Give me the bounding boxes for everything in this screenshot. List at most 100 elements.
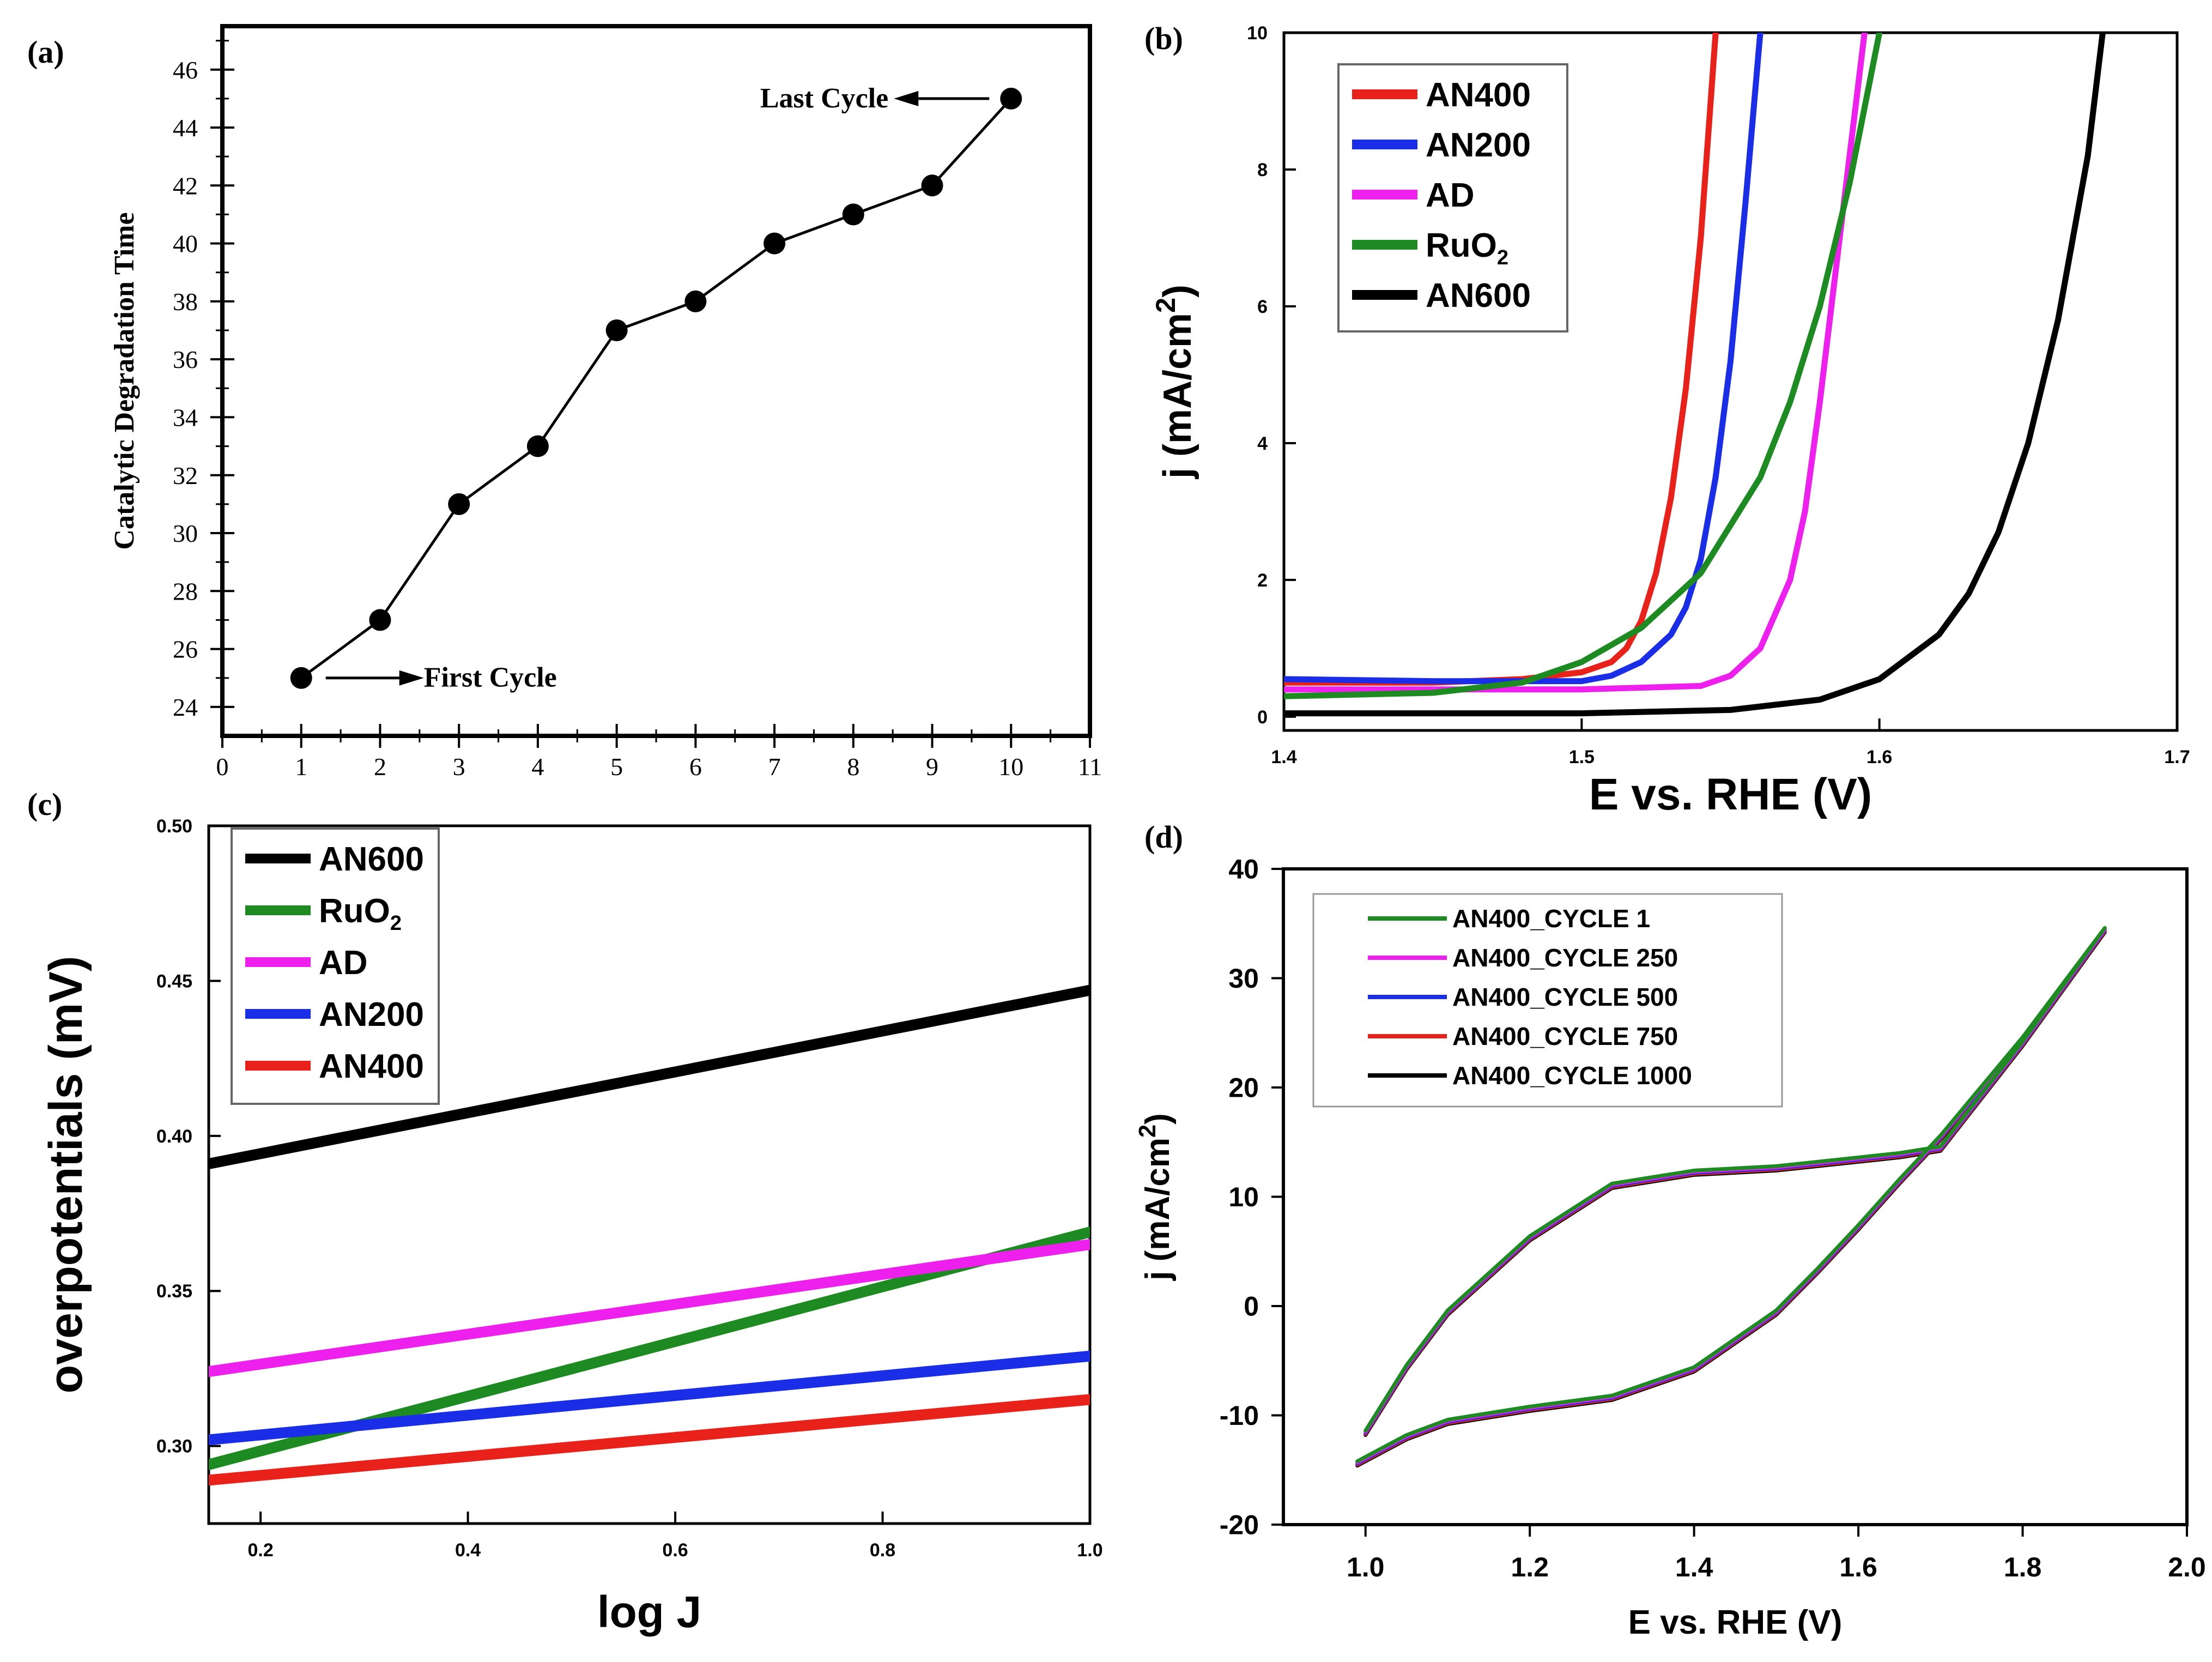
last-cycle-annotation: Last Cycle [760, 83, 888, 114]
first-cycle-arrow-head [399, 670, 424, 686]
data-point [1000, 87, 1022, 110]
y-tick-label: 40 [1228, 854, 1259, 885]
y-tick-label: 30 [1228, 963, 1259, 994]
legend-label-AN200: AN200 [1426, 126, 1531, 164]
y-tick-label: 0 [1244, 1291, 1259, 1322]
data-point [605, 319, 628, 341]
y-tick-label: 46 [173, 56, 198, 84]
x-tick-label: 4 [531, 753, 544, 781]
y-tick-label: 36 [173, 346, 198, 373]
y-tick-label: 4 [1257, 433, 1268, 454]
x-tick-label: 1 [295, 753, 307, 781]
series-line-AD [1284, 33, 1868, 693]
last-cycle-arrow-head [894, 90, 919, 106]
y-tick-label: 40 [173, 230, 198, 258]
y-tick-label: 30 [173, 519, 198, 547]
legend-label-AN600: AN600 [319, 841, 424, 878]
legend-label-AD: AD [1426, 177, 1475, 214]
y-tick-label: 24 [173, 693, 198, 721]
legend-label-1: AN400_CYCLE 250 [1452, 944, 1678, 972]
series-line-AD [209, 1239, 1090, 1377]
x-tick-label: 0.6 [662, 1540, 688, 1561]
x-tick-label: 7 [768, 753, 781, 781]
x-tick-label: 0.4 [455, 1540, 481, 1561]
legend-label-0: AN400_CYCLE 1 [1452, 904, 1650, 933]
x-tick-label: 3 [453, 753, 465, 781]
series-line-AN200 [209, 1350, 1090, 1446]
x-tick-label: 2.0 [2168, 1552, 2206, 1582]
series-line-AN400 [209, 1394, 1090, 1486]
y-tick-label: 0.35 [156, 1281, 192, 1302]
x-tick-label: 1.5 [1569, 747, 1595, 767]
y-tick-label: 0.30 [156, 1436, 192, 1457]
data-point [842, 203, 864, 226]
data-point [684, 290, 707, 312]
y-axis-label: j (mA/cm2) [1150, 285, 1199, 480]
x-axis-label: E vs. RHE (V) [1628, 1604, 1843, 1641]
x-tick-label: 0 [216, 753, 229, 781]
series-line-AN200 [1284, 33, 1763, 685]
y-tick-label: 8 [1257, 160, 1268, 180]
panel-label: (a) [27, 34, 64, 70]
y-tick-label: 20 [1228, 1073, 1259, 1103]
plot-frame [1282, 31, 2179, 732]
y-tick-label: 32 [173, 462, 198, 489]
data-point [921, 174, 943, 197]
y-tick-label: 2 [1257, 570, 1268, 591]
y-tick-label: 34 [173, 404, 198, 432]
panel-b: 1.4 1.5 1.6 1.7 0 2 4 6 8 10 (b) j (mA/cm2) E vs. RH… [1144, 21, 2190, 819]
x-tick-label: 1.7 [2164, 747, 2190, 767]
series-line-AN400_CYCLE 1 [1355, 926, 2107, 1464]
y-tick-label: 0.40 [156, 1126, 192, 1147]
x-tick-label: 9 [926, 753, 938, 781]
x-tick-label: 1.6 [1866, 747, 1892, 767]
x-tick-label: 1.0 [1347, 1552, 1385, 1582]
legend-label-AN600: AN600 [1426, 277, 1531, 315]
x-tick-label: 11 [1078, 753, 1102, 781]
x-tick-label: 1.4 [1675, 1552, 1713, 1582]
x-tick-label: 6 [689, 753, 702, 781]
data-point [526, 435, 549, 457]
panel-a: 0 1 2 3 4 5 6 7 8 9 10 11242628303234363840424446(a… [27, 24, 1102, 781]
y-tick-label: 28 [173, 577, 198, 605]
x-tick-label: 0.2 [247, 1540, 273, 1561]
x-tick-label: 1.6 [1839, 1552, 1877, 1582]
y-tick-label: 6 [1257, 297, 1268, 317]
series-line-AN600 [209, 984, 1090, 1170]
data-point [448, 493, 470, 515]
legend-label-4: AN400_CYCLE 1000 [1452, 1061, 1692, 1090]
y-tick-label: 26 [173, 636, 198, 663]
panel-label: (b) [1144, 21, 1183, 56]
panel-c: 0.2 0.4 0.6 0.8 1.0 0.30 0.35 0.40 0.45 0.50 (c) ov… [27, 787, 1103, 1637]
x-tick-label: 10 [998, 753, 1023, 781]
y-tick-label: 10 [1247, 23, 1268, 44]
legend-label-RuO2: RuO2 [1426, 227, 1508, 269]
y-tick-label: 38 [173, 288, 198, 316]
legend-box [1312, 893, 1783, 1108]
y-tick-label: 42 [173, 172, 198, 200]
y-tick-label: 44 [173, 114, 198, 142]
x-tick-label: 8 [847, 753, 859, 781]
panel-d: 1.0 1.2 1.4 1.6 1.8 2.0 -20 -10 0 10 20 30 40 (d) j (m… [1135, 819, 2206, 1641]
plot-frame [207, 824, 1092, 1525]
legend-label-3: AN400_CYCLE 750 [1452, 1022, 1678, 1050]
first-cycle-annotation: First Cycle [424, 662, 557, 693]
y-tick-label: 0.50 [156, 816, 192, 837]
x-tick-label: 1.4 [1271, 747, 1296, 767]
legend-label-RuO2: RuO2 [319, 892, 402, 935]
series-line-RuO2 [1284, 33, 1883, 699]
x-tick-label: 1.8 [2004, 1552, 2042, 1582]
y-tick-label: 10 [1228, 1182, 1259, 1212]
x-tick-label: 1.2 [1511, 1552, 1549, 1582]
x-tick-label: 0.8 [870, 1540, 895, 1561]
y-tick-label: -20 [1220, 1510, 1259, 1540]
data-point [369, 609, 391, 631]
y-axis-label: j (mA/cm2) [1135, 1113, 1177, 1281]
x-tick-label: 2 [374, 753, 386, 781]
x-axis-label: log J [597, 1587, 701, 1637]
legend-label-AN400: AN400 [319, 1048, 424, 1085]
x-tick-label: 5 [610, 753, 623, 781]
legend-label-2: AN400_CYCLE 500 [1452, 983, 1678, 1011]
series-line-AN600 [1284, 33, 2106, 717]
